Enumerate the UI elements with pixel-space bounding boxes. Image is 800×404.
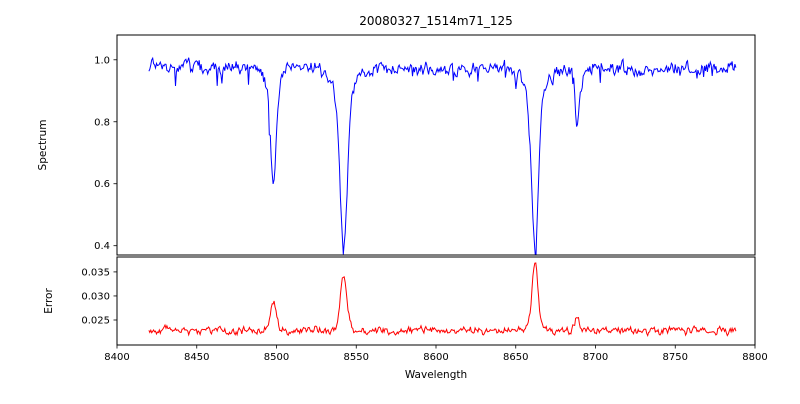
x-tick-label: 8400	[104, 352, 129, 363]
x-tick-label: 8700	[583, 352, 608, 363]
x-tick-label: 8600	[423, 352, 448, 363]
x-tick-label: 8450	[184, 352, 209, 363]
spectrum-y-tick-label: 0.8	[94, 117, 110, 128]
error-y-tick-label: 0.030	[81, 291, 110, 302]
x-tick-label: 8650	[503, 352, 528, 363]
spectrum-axes-frame	[116, 34, 756, 256]
error-y-tick-label: 0.035	[81, 267, 110, 278]
error-y-axis-label: Error	[43, 288, 55, 314]
x-tick-label: 8550	[344, 352, 369, 363]
spectrum-y-axis-label: Spectrum	[37, 120, 49, 171]
spectrum-y-tick-label: 1.0	[94, 55, 110, 66]
x-axis-label: Wavelength	[405, 369, 467, 381]
spectrum-line	[148, 56, 737, 255]
spectrum-y-tick-label: 0.4	[94, 241, 110, 252]
x-tick-label: 8500	[264, 352, 289, 363]
spectrum-y-tick-label: 0.6	[94, 179, 110, 190]
chart-title: 20080327_1514m71_125	[359, 14, 512, 28]
error-axes-frame	[116, 256, 756, 346]
x-tick-label: 8800	[742, 352, 767, 363]
error-y-tick-label: 0.025	[81, 315, 110, 326]
x-tick-label: 8750	[663, 352, 688, 363]
error-line	[148, 262, 737, 338]
